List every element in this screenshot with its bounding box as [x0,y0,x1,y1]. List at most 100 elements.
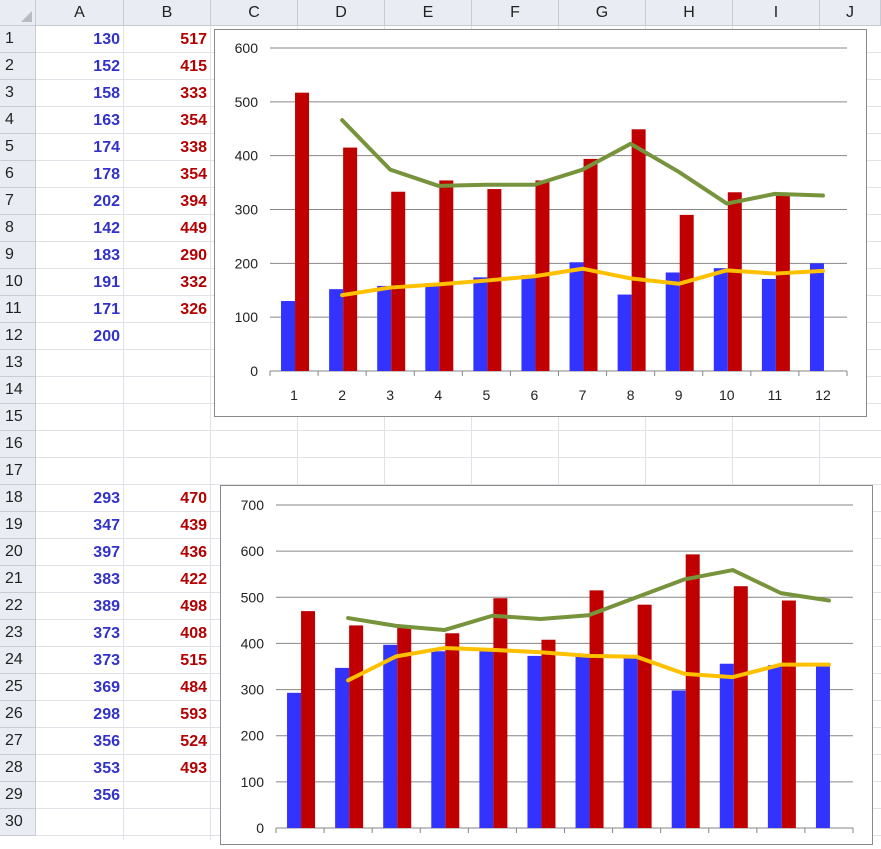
cell-a22[interactable]: 389 [93,597,120,615]
row-header-18[interactable]: 18 [0,485,36,512]
cell-b2[interactable]: 415 [180,57,207,75]
column-header-a[interactable]: A [36,0,124,26]
row-header-4[interactable]: 4 [0,107,36,134]
cell-a11[interactable]: 171 [93,300,120,318]
cell-b28[interactable]: 493 [180,759,207,777]
row-header-11[interactable]: 11 [0,296,36,323]
bar-series1-4 [431,651,446,828]
cell-b25[interactable]: 484 [180,678,207,696]
cell-a8[interactable]: 142 [93,219,120,237]
select-all-corner[interactable] [0,0,36,26]
row-header-23[interactable]: 23 [0,620,36,647]
cell-b4[interactable]: 354 [180,111,207,129]
cell-a25[interactable]: 369 [93,678,120,696]
cell-a20[interactable]: 397 [93,543,120,561]
y-tick-label: 400 [241,635,265,651]
row-header-13[interactable]: 13 [0,350,36,377]
row-header-24[interactable]: 24 [0,647,36,674]
row-header-15[interactable]: 15 [0,404,36,431]
column-header-d[interactable]: D [298,0,385,26]
cell-a23[interactable]: 373 [93,624,120,642]
row-header-20[interactable]: 20 [0,539,36,566]
row-header-25[interactable]: 25 [0,674,36,701]
row-header-14[interactable]: 14 [0,377,36,404]
cell-b5[interactable]: 338 [180,138,207,156]
column-header-b[interactable]: B [124,0,211,26]
cell-b8[interactable]: 449 [180,219,207,237]
cell-a10[interactable]: 191 [93,273,120,291]
x-tick-label-4: 4 [434,387,442,403]
cell-b3[interactable]: 333 [180,84,207,102]
row-header-12[interactable]: 12 [0,323,36,350]
cell-a3[interactable]: 158 [93,84,120,102]
x-tick-label-6: 6 [531,387,539,403]
bar-series2-1 [301,611,316,828]
row-header-6[interactable]: 6 [0,161,36,188]
row-header-17[interactable]: 17 [0,458,36,485]
row-header-22[interactable]: 22 [0,593,36,620]
column-header-i[interactable]: I [733,0,820,26]
row-header-10[interactable]: 10 [0,269,36,296]
cell-b21[interactable]: 422 [180,570,207,588]
row-header-9[interactable]: 9 [0,242,36,269]
row-header-2[interactable]: 2 [0,53,36,80]
cell-a21[interactable]: 383 [93,570,120,588]
column-gridline [297,26,298,840]
row-header-1[interactable]: 1 [0,26,36,53]
bar-series1-8 [617,294,632,371]
cell-b27[interactable]: 524 [180,732,207,750]
row-header-7[interactable]: 7 [0,188,36,215]
cell-a1[interactable]: 130 [93,30,120,48]
cell-a28[interactable]: 353 [93,759,120,777]
cell-b24[interactable]: 515 [180,651,207,669]
cell-a19[interactable]: 347 [93,516,120,534]
cell-b23[interactable]: 408 [180,624,207,642]
cell-b20[interactable]: 436 [180,543,207,561]
cell-b7[interactable]: 394 [180,192,207,210]
row-header-8[interactable]: 8 [0,215,36,242]
cell-a27[interactable]: 356 [93,732,120,750]
cell-a7[interactable]: 202 [93,192,120,210]
cell-a26[interactable]: 298 [93,705,120,723]
cell-a12[interactable]: 200 [93,327,120,345]
column-header-c[interactable]: C [211,0,298,26]
row-header-29[interactable]: 29 [0,782,36,809]
column-header-f[interactable]: F [472,0,559,26]
cell-b19[interactable]: 439 [180,516,207,534]
row-header-19[interactable]: 19 [0,512,36,539]
row-header-21[interactable]: 21 [0,566,36,593]
cell-b26[interactable]: 593 [180,705,207,723]
cell-b9[interactable]: 290 [180,246,207,264]
row-header-5[interactable]: 5 [0,134,36,161]
cell-a18[interactable]: 293 [93,489,120,507]
column-header-g[interactable]: G [559,0,646,26]
cell-b6[interactable]: 354 [180,165,207,183]
row-header-27[interactable]: 27 [0,728,36,755]
column-header-h[interactable]: H [646,0,733,26]
cell-a2[interactable]: 152 [93,57,120,75]
cell-b10[interactable]: 332 [180,273,207,291]
row-header-16[interactable]: 16 [0,431,36,458]
cell-a24[interactable]: 373 [93,651,120,669]
bar-series2-9 [679,214,694,371]
cell-b11[interactable]: 326 [180,300,207,318]
cell-a4[interactable]: 163 [93,111,120,129]
cell-a29[interactable]: 356 [93,786,120,804]
cell-b18[interactable]: 470 [180,489,207,507]
row-header-28[interactable]: 28 [0,755,36,782]
column-header-e[interactable]: E [385,0,472,26]
chart-top[interactable]: 0 100 200 300 400 500 600 1 2 3 4 5 6 7 8 9 10 11 12 [214,29,867,417]
cell-b1[interactable]: 517 [180,30,207,48]
cell-b22[interactable]: 498 [180,597,207,615]
chart-bottom[interactable]: 0 100 200 300 400 500 600 700 [220,485,873,845]
row-header-26[interactable]: 26 [0,701,36,728]
row-header-30[interactable]: 30 [0,809,36,836]
cell-a6[interactable]: 178 [93,165,120,183]
column-gridline [819,26,820,840]
column-header-j[interactable]: J [820,0,881,26]
y-tick-label: 0 [250,363,258,379]
cell-a9[interactable]: 183 [93,246,120,264]
row-header-3[interactable]: 3 [0,80,36,107]
cell-a5[interactable]: 174 [93,138,120,156]
